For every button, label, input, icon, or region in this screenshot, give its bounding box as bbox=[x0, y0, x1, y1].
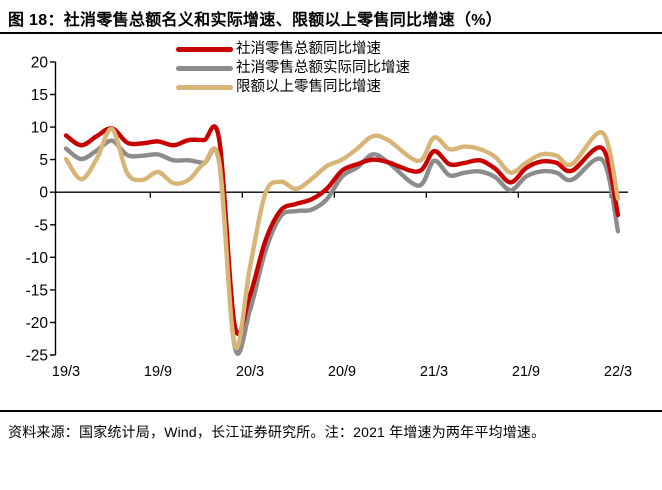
legend-item-real: 社消零售总额实际同比增速 bbox=[176, 59, 410, 78]
legend-label: 限额以上零售同比增速 bbox=[236, 79, 381, 95]
y-axis-tick-label: 15 bbox=[31, 87, 48, 104]
y-axis-tick-label: 5 bbox=[39, 152, 48, 169]
y-axis-tick-label: 10 bbox=[31, 120, 49, 137]
x-axis-tick-label: 21/9 bbox=[512, 364, 540, 380]
legend-item-above-quota: 限额以上零售同比增速 bbox=[176, 78, 410, 97]
legend-item-nominal: 社消零售总额同比增速 bbox=[176, 40, 410, 59]
y-axis-tick-label: 20 bbox=[31, 54, 49, 71]
y-axis bbox=[50, 61, 57, 356]
x-axis-tick-label: 21/3 bbox=[420, 364, 448, 380]
title-divider bbox=[0, 32, 662, 34]
x-axis-tick-label: 19/3 bbox=[52, 364, 80, 380]
x-axis-tick-label: 19/9 bbox=[144, 364, 172, 380]
figure-title: 图 18：社消零售总额名义和实际增速、限额以上零售同比增速（%） bbox=[8, 12, 503, 29]
legend-line-swatch-red bbox=[176, 47, 233, 52]
y-axis-tick-label: 0 bbox=[39, 185, 48, 202]
y-axis-tick-label: -25 bbox=[26, 348, 48, 365]
legend-label: 社消零售总额同比增速 bbox=[236, 41, 381, 57]
y-axis-tick-label: -5 bbox=[34, 217, 48, 234]
x-axis-tick-label: 22/3 bbox=[604, 364, 632, 380]
chart-legend: 社消零售总额同比增速 社消零售总额实际同比增速 限额以上零售同比增速 bbox=[176, 40, 410, 97]
y-axis-tick-label: -15 bbox=[26, 282, 48, 299]
series-line-real bbox=[63, 138, 621, 356]
x-axis-zero-line bbox=[55, 191, 628, 198]
legend-line-swatch-tan bbox=[176, 85, 233, 90]
legend-label: 社消零售总额实际同比增速 bbox=[236, 60, 410, 76]
y-axis-tick-label: -10 bbox=[26, 250, 49, 267]
series-line-nominal bbox=[63, 124, 621, 337]
legend-line-swatch-gray bbox=[176, 66, 233, 71]
source-note: 资料来源：国家统计局，Wind，长江证券研究所。注：2021 年增速为两年平均增… bbox=[8, 424, 546, 440]
x-axis-tick-label: 20/3 bbox=[236, 364, 264, 380]
footer-divider bbox=[0, 410, 662, 412]
y-axis-tick-label: -20 bbox=[26, 315, 49, 332]
series-line-above-quota bbox=[63, 126, 621, 351]
x-axis-tick-label: 20/9 bbox=[328, 364, 356, 380]
